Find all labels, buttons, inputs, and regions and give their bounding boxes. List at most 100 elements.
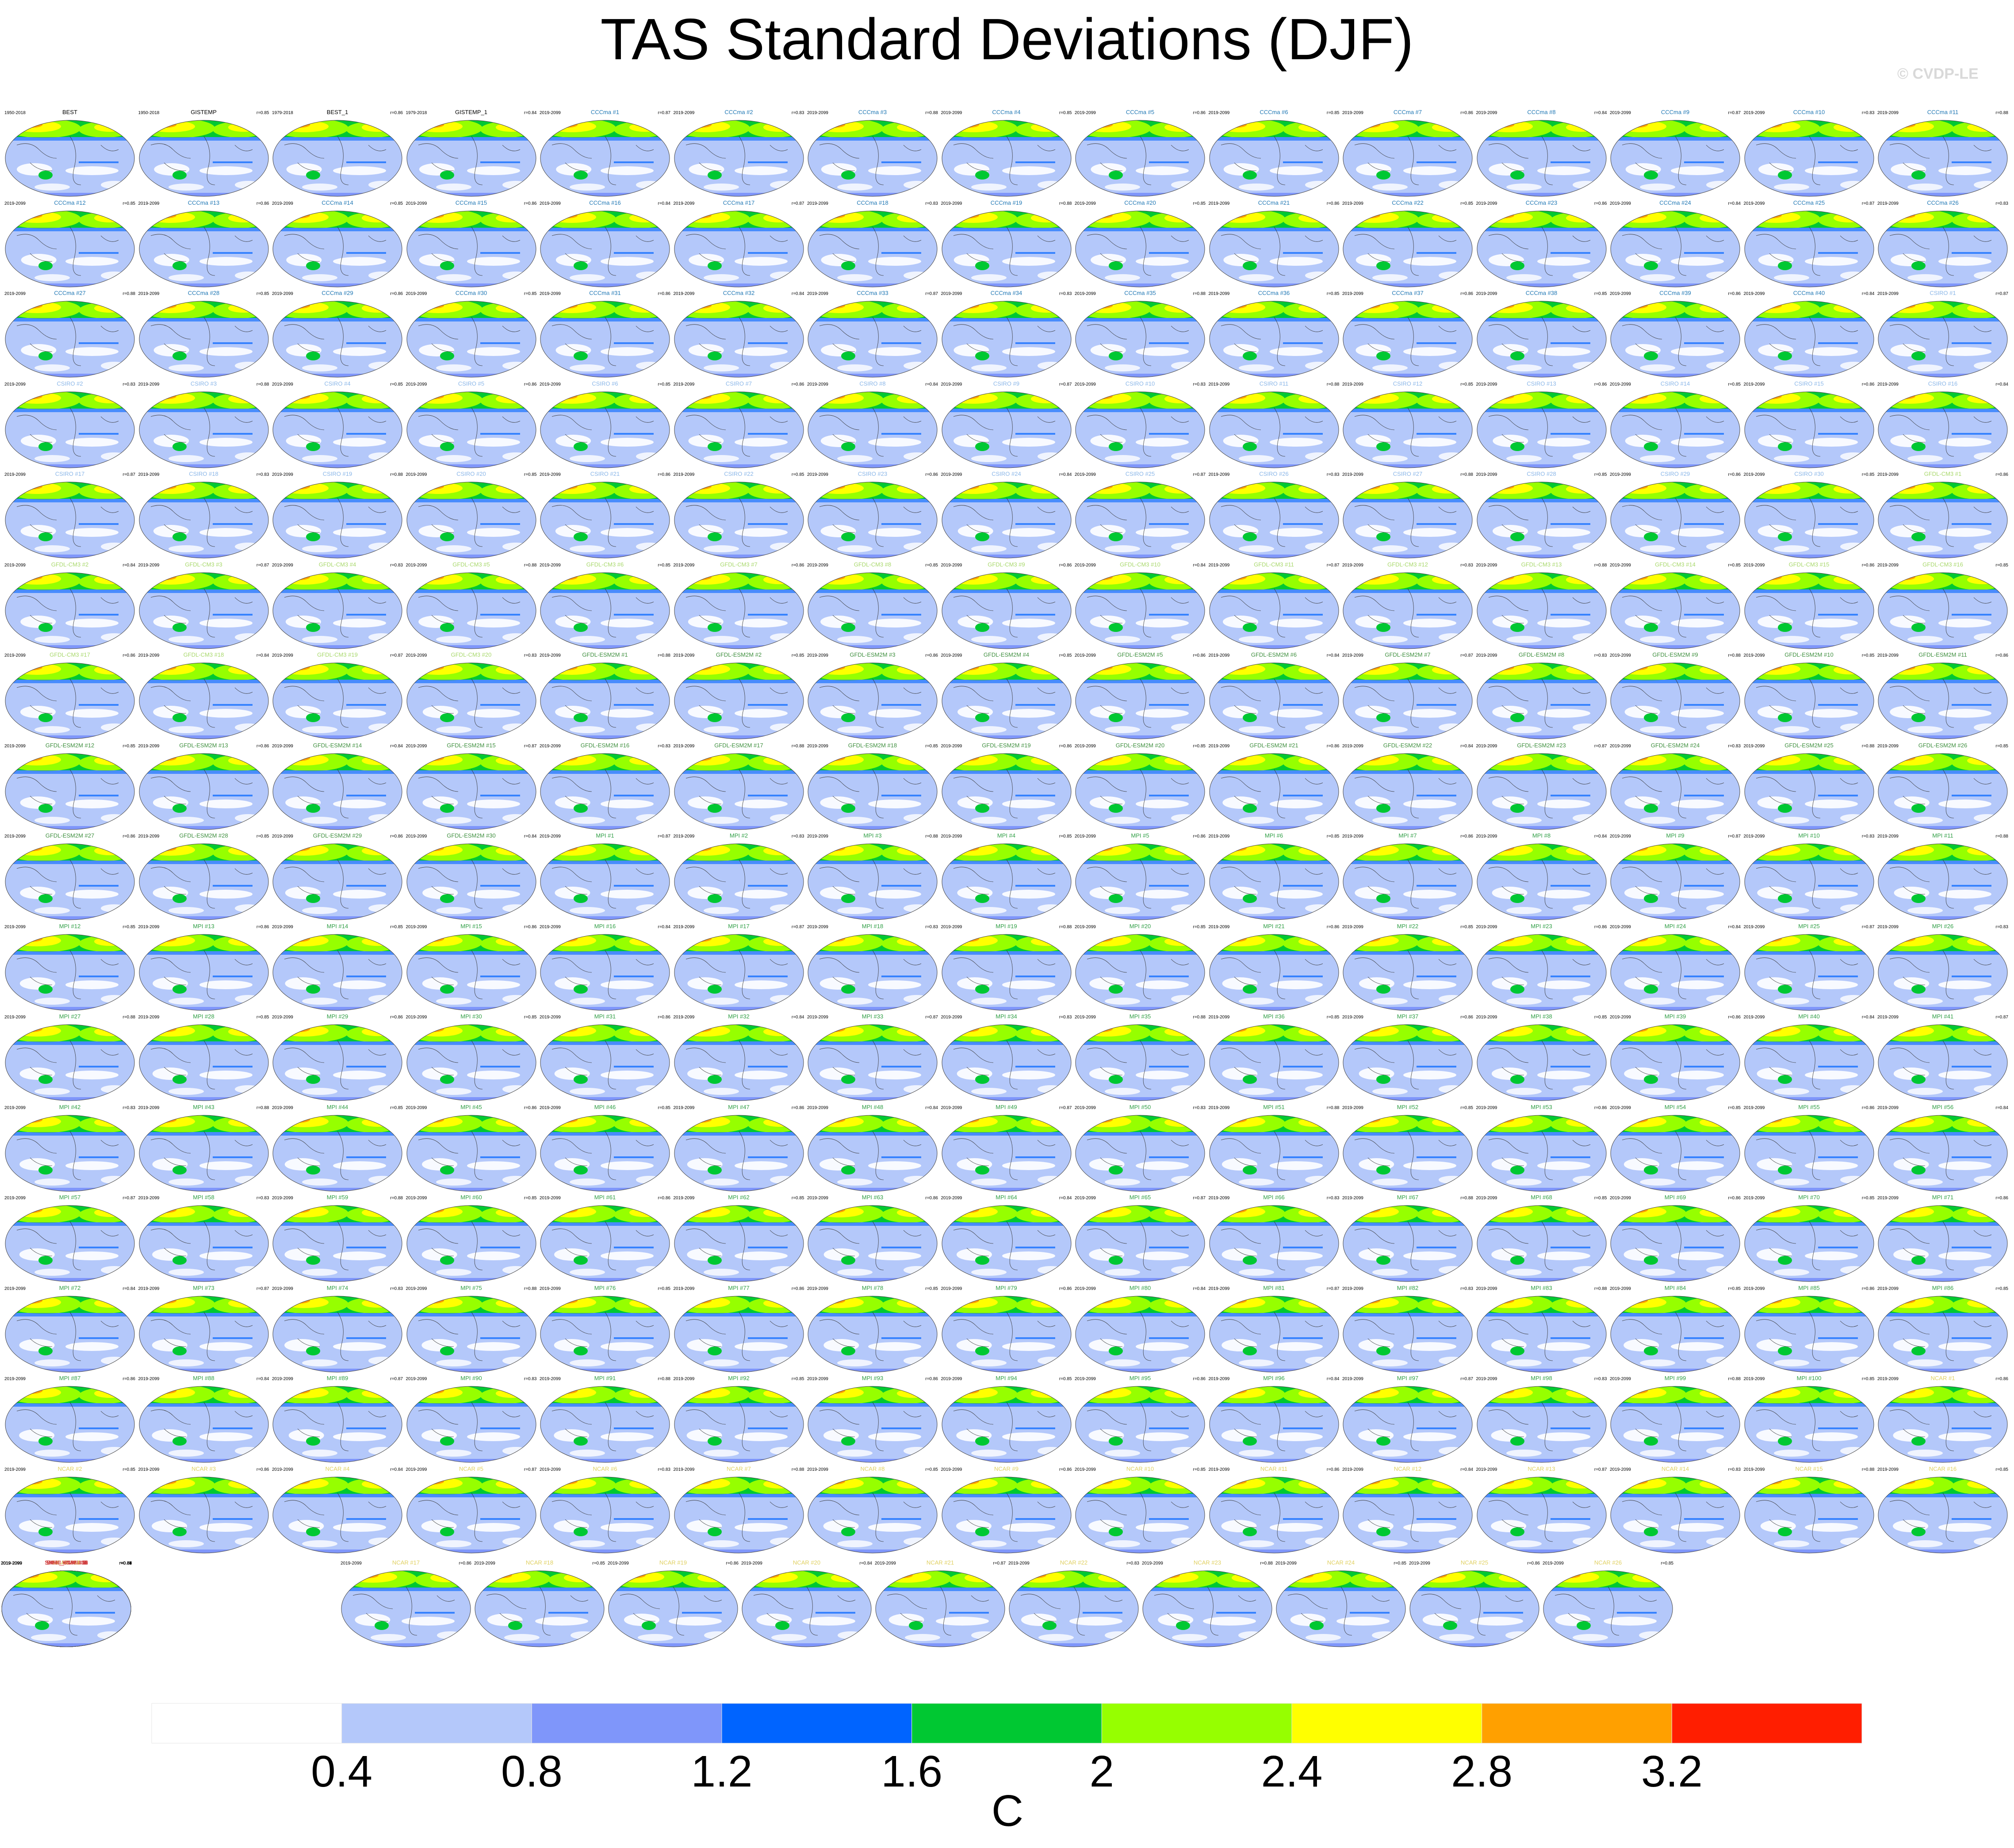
panel-years: 2019-2099 — [1743, 1377, 1765, 1381]
panel-years: 2019-2099 — [1543, 1561, 1564, 1566]
panel-years: 2019-2099 — [1409, 1561, 1430, 1566]
panel-years: 2019-2099 — [1075, 1105, 1096, 1110]
coastlines — [1889, 588, 1992, 637]
panel-map — [1276, 1570, 1406, 1647]
panel-member-name: MPI #80 — [1129, 1284, 1151, 1291]
panel-member-name: GFDL-ESM2M #9 — [1652, 651, 1698, 658]
map-panel: 2019-2099 MPI #42 r=0.83 — [4, 1104, 136, 1194]
coastlines — [1756, 317, 1858, 366]
panel-member-name: CSIRO #16 — [1928, 380, 1958, 387]
panel-pattern-correlation: r=0.83 — [1460, 1286, 1473, 1291]
panel-pattern-correlation: r=0.84 — [1059, 472, 1072, 477]
panel-years: 2019-2099 — [540, 1105, 561, 1110]
map-field — [674, 1115, 804, 1191]
map-panel: 2019-2099 MPI #7 r=0.86 — [1341, 832, 1474, 922]
map-panel: 2019-2099 MPI #25 r=0.87 — [1743, 922, 1876, 1013]
panel-pattern-correlation: r=0.86 — [1995, 472, 2008, 477]
map-panel: 2019-2099 MPI #19 r=0.88 — [940, 923, 1073, 1013]
coastlines — [150, 407, 253, 456]
panel-map — [942, 572, 1071, 649]
panel-member-name: CSIRO #20 — [456, 471, 486, 477]
map-border — [674, 572, 804, 649]
map-panel: 2019-2099 MPI #39 r=0.86 — [1609, 1013, 1742, 1103]
panel-years: 2019-2099 — [4, 1015, 26, 1020]
panel-member-name: GFDL-CM3 #19 — [317, 651, 358, 658]
panel-map — [1075, 1386, 1205, 1463]
panel-member-name: CCCma #12 — [54, 199, 86, 206]
panel-member-name: CSIRO #8 — [859, 380, 886, 387]
panel-years: 2019-2099 — [1877, 1015, 1899, 1020]
panel-years: 2019-2099 — [1, 1561, 22, 1566]
panel-years: 2019-2099 — [1342, 201, 1363, 206]
panel-years: 2019-2099 — [1476, 743, 1497, 749]
panel-map — [1075, 1477, 1205, 1553]
coastlines — [150, 497, 253, 547]
panel-years: 2019-2099 — [272, 834, 293, 839]
map-panel: 2019-2099 MPI #27 r=0.88 — [4, 1013, 136, 1103]
map-panel: 2019-2099 CCCma #8 r=0.84 — [1475, 109, 1608, 199]
panel-years: 2019-2099 — [673, 1196, 695, 1201]
map-border — [5, 1477, 135, 1553]
coastlines — [551, 950, 654, 999]
panel-pattern-correlation: r=0.88 — [1861, 1467, 1875, 1472]
map-panel: 2019-2099 MPI #9 r=0.87 — [1609, 832, 1742, 922]
panel-map — [272, 301, 402, 378]
panel-map — [1343, 753, 1473, 830]
map-border — [272, 1115, 402, 1191]
map-panel: 2019-2099 GFDL-ESM2M #30 r=0.84 — [405, 832, 538, 922]
panel-pattern-correlation: r=0.86 — [791, 382, 804, 387]
coastlines — [284, 226, 387, 275]
panel-pattern-correlation: r=0.85 — [1059, 111, 1072, 115]
map-panel: 2019-2099 MPI #8 r=0.84 — [1475, 832, 1608, 922]
coastlines — [284, 136, 387, 185]
coastlines — [953, 678, 1055, 728]
panel-years: 2019-2099 — [1476, 472, 1497, 477]
panel-years: 2019-2099 — [406, 382, 427, 387]
panel-years: 2019-2099 — [1877, 1467, 1899, 1472]
map-panel: 2019-2099 GFDL-ESM2M #29 r=0.86 — [271, 832, 404, 922]
map-field — [273, 1115, 402, 1191]
panel-pattern-correlation: r=0.87 — [1460, 1377, 1473, 1381]
panel-member-name: MPI #79 — [996, 1284, 1017, 1291]
panel-pattern-correlation: r=0.88 — [1460, 472, 1473, 477]
panel-map — [942, 1024, 1071, 1101]
map-border — [540, 1477, 670, 1553]
map-field — [808, 934, 937, 1010]
panel-years: 2019-2099 — [1476, 1196, 1497, 1201]
panel-member-name: GFDL-CM3 #8 — [854, 561, 892, 568]
panel-member-name: MPI #25 — [1798, 922, 1820, 930]
panel-map — [808, 1115, 938, 1191]
map-field — [1477, 210, 1606, 287]
map-field — [674, 663, 804, 739]
coastlines — [1488, 950, 1590, 999]
panel-pattern-correlation: r=0.85 — [119, 1561, 132, 1566]
panel-years: 2019-2099 — [1877, 201, 1899, 206]
map-panel: 2019-2099 CCCma #27 r=0.88 — [4, 290, 136, 380]
panel-member-name: CCCma #4 — [992, 109, 1021, 115]
map-border — [1075, 1024, 1205, 1101]
panel-pattern-correlation: r=0.86 — [1594, 1105, 1607, 1110]
map-border — [808, 301, 938, 378]
coastlines — [685, 1312, 788, 1361]
map-field — [1543, 1571, 1673, 1647]
panel-years: 2019-2099 — [1476, 1015, 1497, 1020]
map-field — [341, 1571, 471, 1647]
coastlines — [1756, 1492, 1858, 1542]
map-panel: 2019-2099 MPI #43 r=0.88 — [138, 1104, 270, 1194]
panel-years: 2019-2099 — [1476, 924, 1497, 930]
map-field — [540, 391, 670, 468]
panel-map — [1610, 1115, 1740, 1191]
map-panel: 2019-2099 NCAR #13 r=0.87 — [1475, 1465, 1608, 1556]
map-field — [139, 934, 268, 1010]
map-field — [942, 844, 1071, 920]
coastlines — [1087, 859, 1189, 909]
map-field — [1209, 1477, 1339, 1553]
panel-member-name: CSIRO #7 — [725, 380, 752, 387]
panel-member-name: CCCma #39 — [1659, 290, 1691, 296]
panel-years: 2019-2099 — [941, 1105, 962, 1110]
coastlines — [1622, 1492, 1724, 1542]
map-field — [5, 844, 134, 920]
panel-member-name: MPI #94 — [996, 1375, 1017, 1381]
map-panel: 2019-2099 MPI #51 r=0.88 — [1208, 1104, 1340, 1194]
panel-years: 2019-2099 — [272, 924, 293, 930]
